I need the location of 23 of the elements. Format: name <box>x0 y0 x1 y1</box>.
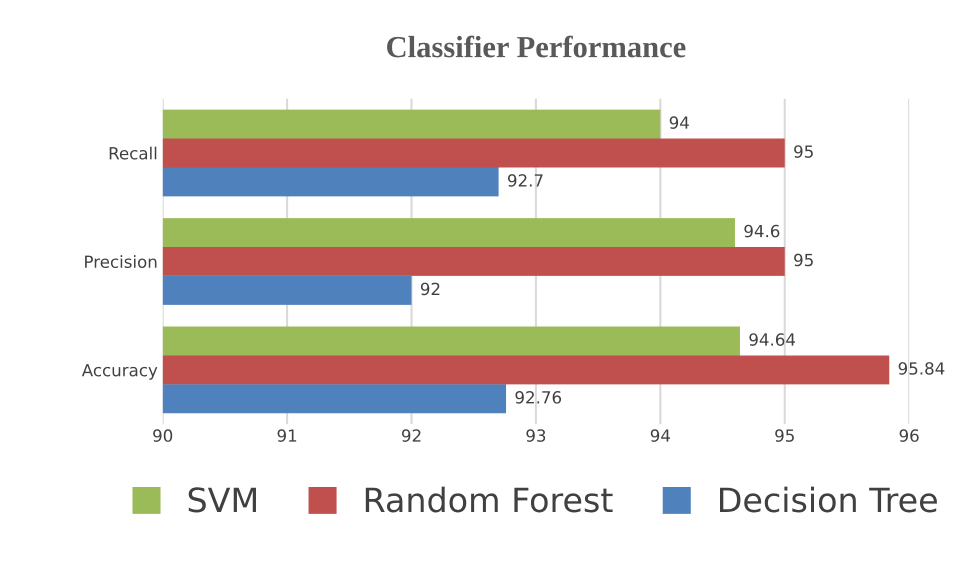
legend-label: SVM <box>188 487 256 512</box>
legend-label: Random Forest <box>366 486 613 512</box>
x-tick-label: 96 <box>900 429 919 442</box>
x-tick-label: 90 <box>153 429 172 442</box>
x-tick-label: 92 <box>402 429 420 442</box>
data-label: 94.64 <box>749 333 796 346</box>
data-label: 92 <box>420 282 440 296</box>
data-label: 94 <box>670 116 689 129</box>
data-label: 94.6 <box>744 224 780 238</box>
data-label: 95.84 <box>898 362 944 375</box>
legend-label: Decision Tree <box>720 486 937 512</box>
x-tick-label: 93 <box>526 429 546 442</box>
data-label: 95 <box>794 254 813 266</box>
data-label: 92.76 <box>515 391 562 404</box>
x-tick-label: 94 <box>650 429 670 442</box>
y-tick-label: Accuracy <box>82 364 158 380</box>
x-tick-label: 95 <box>775 429 794 442</box>
y-tick-label: Recall <box>110 146 156 160</box>
chart-title: Classifier Performance <box>387 36 686 58</box>
x-tick-label: 91 <box>278 429 296 442</box>
data-label: 95 <box>794 145 813 158</box>
y-tick-label: Precision <box>85 255 156 268</box>
data-label: 92.7 <box>508 174 543 187</box>
